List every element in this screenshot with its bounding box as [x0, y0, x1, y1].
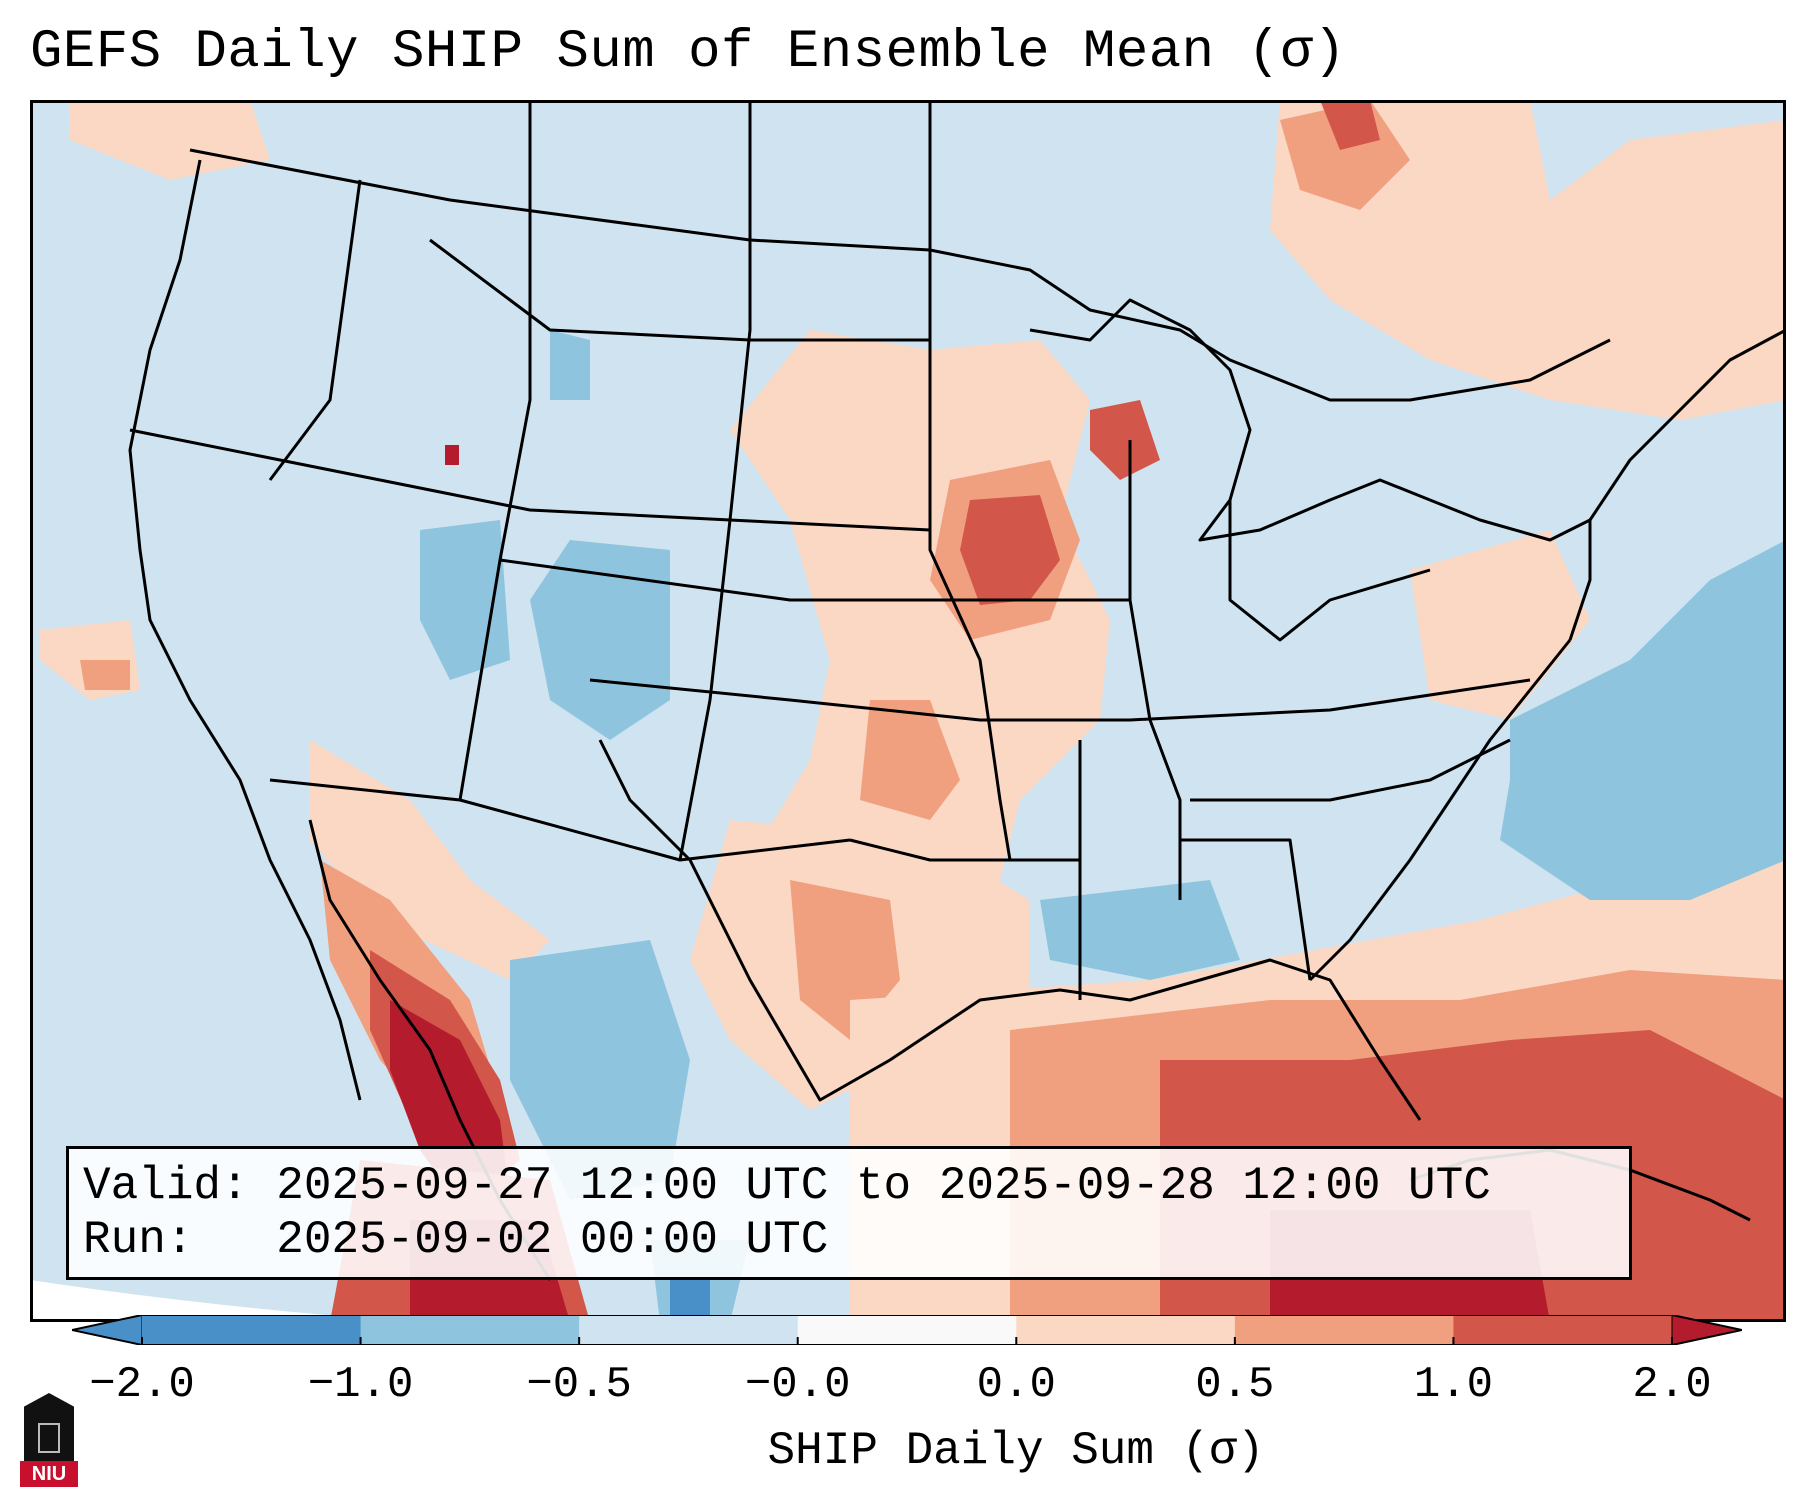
- us-canada-border: [189, 148, 1611, 402]
- projection-edge: [30, 1280, 413, 1322]
- negative-anomaly-layer: [420, 330, 1786, 1322]
- gulf-coastline: [598, 739, 1422, 1121]
- state-line-10: [1128, 440, 1182, 900]
- colorbar-tick-label: 0.5: [1195, 1360, 1275, 1410]
- colorbar-segment: [1453, 1315, 1673, 1345]
- valid-label: Valid:: [83, 1160, 249, 1212]
- boundaries-layer: [128, 100, 1786, 1281]
- anomaly-wisconsin-strong: [1090, 400, 1160, 480]
- colorbar-tick-label: −0.0: [744, 1360, 851, 1410]
- validity-info-box: Valid: 2025-09-27 12:00 UTC to 2025-09-2…: [66, 1146, 1632, 1280]
- anomaly-louisiana-neg: [1040, 880, 1240, 980]
- anomaly-iowa-strong: [960, 495, 1060, 605]
- run-row: Run: 2025-09-02 00:00 UTC: [83, 1213, 1615, 1267]
- anomaly-nw-light: [70, 100, 270, 180]
- colorbar-segment: [797, 1315, 1017, 1345]
- great-lakes: [1029, 298, 1431, 542]
- colorbar-tick-label: 0.0: [976, 1360, 1056, 1410]
- run-value: 2025-09-02 00:00 UTC: [276, 1214, 829, 1266]
- colorbar-segment: [142, 1315, 362, 1345]
- run-label: Run:: [83, 1214, 194, 1266]
- colorbar-segment: [579, 1315, 799, 1345]
- colorbar-tick-label: 1.0: [1413, 1360, 1494, 1410]
- anomaly-wyoming-neg: [550, 330, 590, 400]
- state-line-12: [1190, 738, 1511, 802]
- map-panel: [30, 100, 1786, 1322]
- state-line-9: [269, 778, 851, 862]
- anomaly-sw-light: [310, 740, 550, 980]
- florida-peninsula: [1308, 639, 1572, 982]
- state-line-2: [268, 179, 362, 481]
- state-line-7: [589, 678, 1531, 722]
- state-line-13: [1180, 838, 1312, 981]
- anomaly-hudson-medium: [1280, 100, 1410, 210]
- state-line-17: [1429, 498, 1591, 542]
- colorbar-tick-label: −1.0: [307, 1360, 414, 1410]
- state-line-4: [458, 100, 532, 801]
- logo-text: NIU: [20, 1461, 78, 1487]
- state-line-6: [928, 100, 1012, 861]
- colorbar-segment: [360, 1315, 580, 1345]
- anomaly-utah-spot: [445, 445, 459, 465]
- state-line-1: [129, 428, 931, 532]
- valid-row: Valid: 2025-09-27 12:00 UTC to 2025-09-2…: [83, 1159, 1615, 1213]
- logo-tower-icon: [24, 1393, 74, 1461]
- colorbar-extend-low: [72, 1315, 143, 1345]
- colorbar-segment: [1234, 1315, 1454, 1345]
- anomaly-pacific-medium: [80, 660, 130, 690]
- colorbar-segment: [1016, 1315, 1236, 1345]
- colorbar-tick-label: −2.0: [89, 1360, 195, 1410]
- logo-window-icon: [38, 1423, 60, 1453]
- chart-title: GEFS Daily SHIP Sum of Ensemble Mean (σ): [30, 22, 1347, 83]
- state-line-5: [678, 100, 752, 861]
- anomaly-hudson-strong: [1320, 100, 1380, 150]
- valid-value: 2025-09-27 12:00 UTC to 2025-09-28 12:00…: [276, 1160, 1491, 1212]
- anomaly-northeast-light: [1270, 100, 1786, 420]
- anomaly-oklahoma-medium: [860, 700, 960, 820]
- colorbar: [72, 1315, 1742, 1345]
- pacific-coastline: [128, 159, 362, 1101]
- anomaly-colorado-neg: [530, 540, 670, 740]
- anomaly-mexico-neg: [510, 940, 690, 1200]
- east-coastline: [1568, 328, 1786, 641]
- state-line-11: [1228, 500, 1431, 642]
- colorbar-tick-label: 2.0: [1632, 1360, 1712, 1410]
- colorbar-extend-high: [1671, 1315, 1742, 1345]
- niu-logo: NIU: [20, 1393, 78, 1487]
- state-line-3: [429, 238, 930, 342]
- state-line-16: [849, 838, 1010, 862]
- colorbar-label: SHIP Daily Sum (σ): [767, 1425, 1265, 1477]
- anomaly-atlantic-neg: [1500, 540, 1786, 900]
- colorbar-tick-label: −0.5: [526, 1360, 632, 1410]
- state-line-8: [499, 558, 1130, 602]
